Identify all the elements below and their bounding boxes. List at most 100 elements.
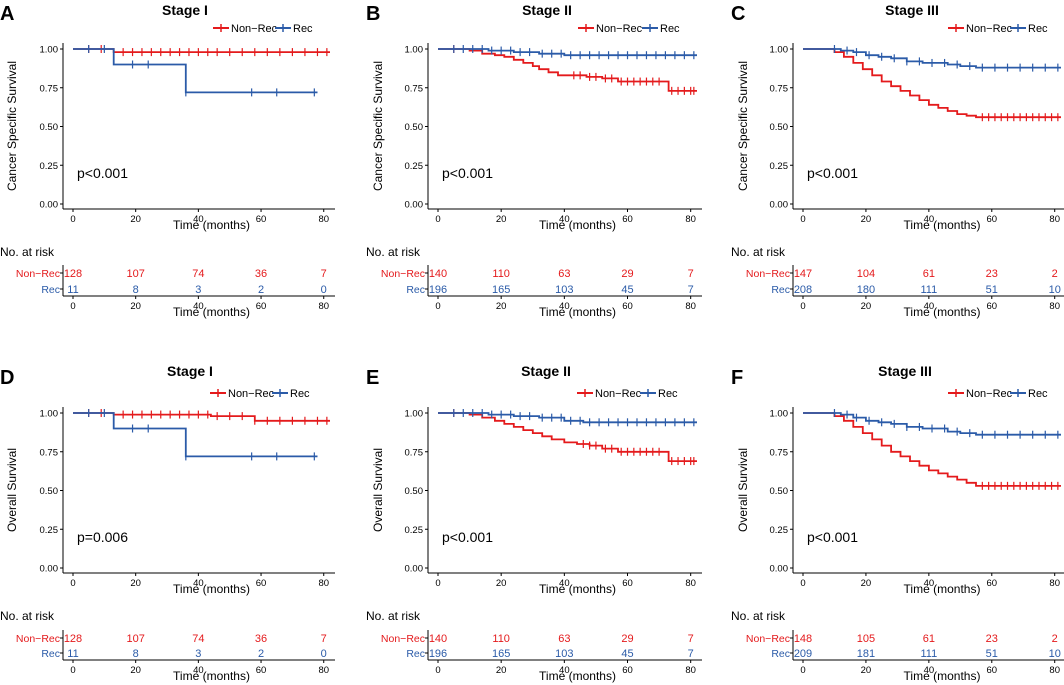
y-tick-label: 0.00: [40, 200, 59, 211]
x-tick-label: 20: [130, 214, 141, 225]
x-tick-label: 0: [435, 214, 440, 225]
y-tick-label: 0.50: [40, 486, 59, 497]
y-tick-label: 0.75: [40, 83, 59, 94]
x-tick-label: 0: [800, 578, 805, 589]
risk-table-header: No. at risk: [0, 609, 55, 623]
risk-count-rec: 165: [492, 648, 510, 660]
y-tick-label: 0.75: [770, 447, 789, 458]
x-tick-label: 60: [986, 578, 997, 589]
x-axis-label: Time (months): [904, 582, 981, 596]
risk-count-rec: 51: [986, 284, 998, 296]
risk-group-non-rec: Non−Rec: [381, 633, 425, 645]
legend-label: Rec: [658, 388, 678, 400]
y-tick-label: 0.50: [770, 122, 789, 133]
risk-count-rec: 2: [258, 648, 264, 660]
risk-count-non-rec: 63: [558, 268, 570, 280]
risk-group-non-rec: Non−Rec: [746, 268, 790, 280]
y-tick-label: 1.00: [405, 409, 424, 420]
risk-count-rec: 0: [321, 284, 327, 296]
panel-title: Stage III: [878, 363, 932, 379]
risk-count-rec: 45: [621, 284, 633, 296]
y-tick-label: 0.00: [770, 200, 789, 211]
risk-count-rec: 8: [133, 648, 139, 660]
risk-count-rec: 11: [67, 648, 78, 660]
risk-group-rec: Rec: [406, 648, 425, 660]
risk-count-rec: 45: [621, 648, 633, 660]
risk-x-tick-label: 40: [193, 301, 204, 312]
survival-curve-rec: [803, 412, 1061, 436]
legend-label: Rec: [1028, 388, 1048, 400]
y-axis-label: Overall Survival: [371, 448, 385, 532]
x-tick-label: 40: [924, 578, 935, 589]
risk-table-header: No. at risk: [366, 609, 421, 623]
x-axis-label: Time (months): [173, 218, 250, 232]
risk-x-tick-label: 80: [318, 665, 329, 676]
risk-count-non-rec: 7: [321, 633, 327, 645]
risk-count-rec: 51: [986, 648, 998, 660]
survival-curve-non-rec: [803, 48, 1061, 119]
risk-count-rec: 103: [555, 648, 573, 660]
risk-x-axis-label: Time (months): [539, 305, 616, 319]
p-value: p<0.001: [442, 165, 493, 181]
panel-title: Stage I: [162, 2, 208, 18]
risk-x-tick-label: 80: [318, 301, 329, 312]
risk-count-non-rec: 110: [492, 268, 510, 280]
y-tick-label: 1.00: [40, 409, 59, 420]
risk-x-tick-label: 60: [256, 301, 267, 312]
x-tick-label: 40: [193, 214, 204, 225]
risk-count-rec: 7: [688, 648, 694, 660]
survival-curve-rec: [73, 48, 318, 94]
y-tick-label: 1.00: [40, 45, 59, 56]
y-axis-label: Overall Survival: [736, 448, 750, 532]
risk-x-tick-label: 60: [622, 665, 633, 676]
y-tick-label: 0.00: [40, 564, 59, 575]
legend-label: Non−Rec: [966, 388, 1013, 400]
legend-label: Rec: [660, 23, 680, 35]
panel-letter: A: [0, 3, 14, 25]
risk-x-tick-label: 80: [1049, 665, 1060, 676]
p-value: p<0.001: [807, 165, 858, 181]
x-axis-label: Time (months): [904, 218, 981, 232]
panel-title: Stage I: [167, 363, 213, 379]
y-tick-label: 0.75: [405, 83, 424, 94]
risk-count-rec: 111: [920, 284, 937, 296]
risk-count-rec: 196: [429, 284, 447, 296]
risk-group-non-rec: Non−Rec: [746, 633, 790, 645]
x-tick-label: 40: [559, 578, 570, 589]
risk-count-non-rec: 29: [621, 633, 633, 645]
risk-count-non-rec: 36: [255, 268, 267, 280]
risk-x-tick-label: 40: [559, 665, 570, 676]
risk-count-rec: 10: [1049, 648, 1061, 660]
risk-group-rec: Rec: [771, 284, 790, 296]
legend-label: Non−Rec: [595, 388, 642, 400]
risk-x-tick-label: 0: [435, 665, 440, 676]
y-tick-label: 0.00: [405, 564, 424, 575]
panel-d: D Stage I Non−Rec Rec 0.00 0.25 0.50 0.75 1.00 Ov…: [0, 363, 335, 683]
y-tick-label: 0.00: [770, 564, 789, 575]
risk-x-tick-label: 60: [986, 301, 997, 312]
risk-count-rec: 11: [67, 284, 78, 296]
y-tick-label: 0.25: [405, 161, 424, 172]
risk-group-non-rec: Non−Rec: [16, 633, 60, 645]
risk-x-axis-label: Time (months): [173, 305, 250, 319]
risk-count-non-rec: 36: [255, 633, 267, 645]
risk-x-tick-label: 0: [70, 301, 75, 312]
risk-x-tick-label: 20: [861, 301, 872, 312]
x-tick-label: 40: [193, 578, 204, 589]
risk-x-tick-label: 0: [800, 665, 805, 676]
y-tick-label: 0.50: [405, 486, 424, 497]
legend-label: Non−Rec: [231, 23, 278, 35]
y-tick-label: 1.00: [770, 409, 789, 420]
risk-x-tick-label: 80: [685, 301, 696, 312]
risk-x-tick-label: 80: [685, 665, 696, 676]
risk-count-non-rec: 7: [688, 633, 694, 645]
panel-title: Stage II: [521, 363, 571, 379]
risk-count-non-rec: 107: [127, 268, 145, 280]
risk-x-tick-label: 40: [924, 301, 935, 312]
y-tick-label: 0.50: [40, 122, 59, 133]
panel-a: A Stage I Non−Rec Rec 0.00 0.25 0.50 0.75 1.00 Ca…: [0, 2, 335, 319]
x-tick-label: 20: [496, 578, 507, 589]
risk-x-tick-label: 60: [256, 665, 267, 676]
risk-x-tick-label: 0: [70, 665, 75, 676]
risk-count-rec: 165: [492, 284, 510, 296]
